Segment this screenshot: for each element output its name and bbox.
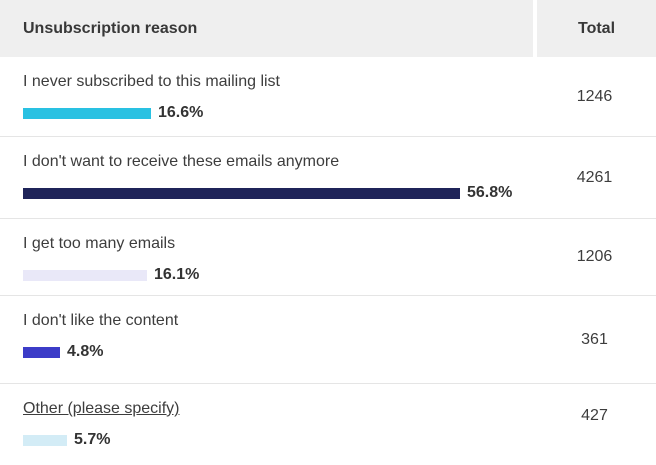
reason-label-other: Other (please specify) xyxy=(23,398,533,419)
percent-label: 16.1% xyxy=(154,266,200,283)
column-header-total-label: Total xyxy=(577,19,616,37)
percent-bar xyxy=(23,187,460,199)
table-row: I never subscribed to this mailing list … xyxy=(0,57,656,137)
column-header-reason: Unsubscription reason xyxy=(0,0,533,57)
total-value: 427 xyxy=(581,407,608,424)
bar-line: 4.8% xyxy=(23,344,533,360)
total-value: 361 xyxy=(581,330,608,348)
bar-line: 16.6% xyxy=(23,105,533,121)
column-header-total: Total xyxy=(537,0,656,57)
table-row: I don't want to receive these emails any… xyxy=(0,137,656,219)
reason-cell: I don't like the content 4.8% xyxy=(0,296,533,383)
total-value: 1246 xyxy=(576,87,613,105)
reason-cell: I never subscribed to this mailing list … xyxy=(0,57,533,136)
bar-line: 16.1% xyxy=(23,267,533,283)
reason-cell: I don't want to receive these emails any… xyxy=(0,137,533,218)
reason-cell: Other (please specify) 5.7% xyxy=(0,384,533,448)
bar-line: 5.7% xyxy=(23,432,533,448)
percent-bar xyxy=(23,269,147,281)
reason-label: I don't like the content xyxy=(23,312,179,329)
reason-label: I get too many emails xyxy=(23,235,176,252)
percent-label: 16.6% xyxy=(158,104,204,121)
total-value: 4261 xyxy=(576,168,613,186)
reason-link-other[interactable]: Other (please specify) xyxy=(23,400,180,417)
table-row: I get too many emails 16.1% 1206 xyxy=(0,219,656,296)
table-row: Other (please specify) 5.7% 427 xyxy=(0,384,656,448)
table-header-row: Unsubscription reason Total xyxy=(0,0,656,57)
reason-label: I don't want to receive these emails any… xyxy=(23,153,340,170)
reason-cell: I get too many emails 16.1% xyxy=(0,219,533,295)
percent-bar xyxy=(23,434,67,446)
percent-label: 56.8% xyxy=(467,184,513,201)
reason-label: I never subscribed to this mailing list xyxy=(23,73,280,90)
column-header-reason-label: Unsubscription reason xyxy=(23,19,198,37)
total-value: 1206 xyxy=(576,248,613,265)
table-row: I don't like the content 4.8% 361 xyxy=(0,296,656,384)
percent-bar xyxy=(23,346,60,358)
percent-bar xyxy=(23,107,151,119)
percent-label: 5.7% xyxy=(74,431,111,448)
percent-label: 4.8% xyxy=(67,343,104,360)
bar-line: 56.8% xyxy=(23,185,533,201)
